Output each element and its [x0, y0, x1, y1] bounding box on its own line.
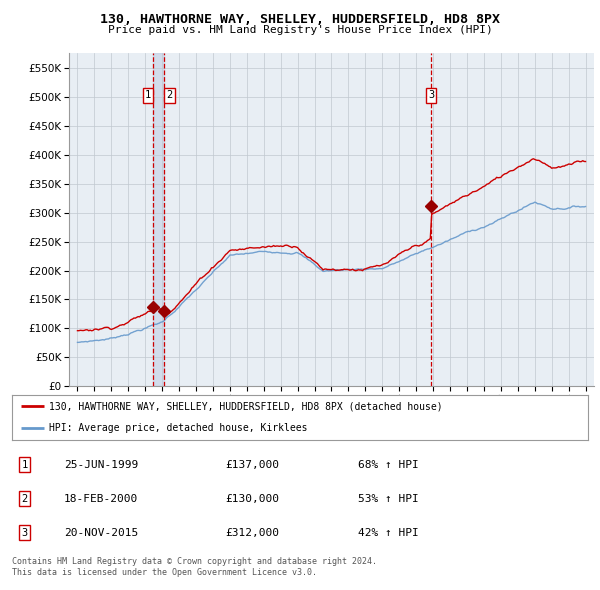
Text: 3: 3 [22, 527, 28, 537]
Text: 25-JUN-1999: 25-JUN-1999 [64, 460, 138, 470]
Text: 68% ↑ HPI: 68% ↑ HPI [358, 460, 418, 470]
Text: 2: 2 [166, 90, 173, 100]
Text: £130,000: £130,000 [225, 494, 279, 503]
Text: Contains HM Land Registry data © Crown copyright and database right 2024.: Contains HM Land Registry data © Crown c… [12, 558, 377, 566]
Text: 42% ↑ HPI: 42% ↑ HPI [358, 527, 418, 537]
Text: 2: 2 [22, 494, 28, 503]
Text: 20-NOV-2015: 20-NOV-2015 [64, 527, 138, 537]
Text: 130, HAWTHORNE WAY, SHELLEY, HUDDERSFIELD, HD8 8PX: 130, HAWTHORNE WAY, SHELLEY, HUDDERSFIEL… [100, 13, 500, 26]
Text: 18-FEB-2000: 18-FEB-2000 [64, 494, 138, 503]
Text: 1: 1 [22, 460, 28, 470]
Text: This data is licensed under the Open Government Licence v3.0.: This data is licensed under the Open Gov… [12, 568, 317, 577]
Text: HPI: Average price, detached house, Kirklees: HPI: Average price, detached house, Kirk… [49, 424, 308, 434]
Text: £312,000: £312,000 [225, 527, 279, 537]
Bar [154, 53, 164, 386]
Text: £137,000: £137,000 [225, 460, 279, 470]
Text: 53% ↑ HPI: 53% ↑ HPI [358, 494, 418, 503]
Text: Price paid vs. HM Land Registry's House Price Index (HPI): Price paid vs. HM Land Registry's House … [107, 25, 493, 35]
Text: 1: 1 [145, 90, 151, 100]
Text: 3: 3 [428, 90, 434, 100]
Text: 130, HAWTHORNE WAY, SHELLEY, HUDDERSFIELD, HD8 8PX (detached house): 130, HAWTHORNE WAY, SHELLEY, HUDDERSFIEL… [49, 401, 443, 411]
